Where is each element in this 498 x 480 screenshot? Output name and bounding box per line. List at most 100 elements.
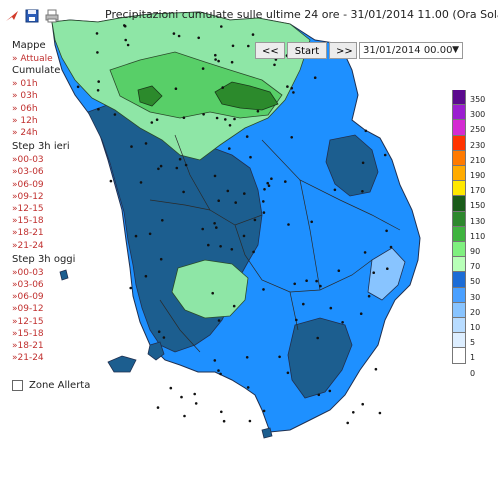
station-dot: [221, 86, 224, 89]
station-dot: [123, 24, 127, 28]
menu-item-step-oggi-2[interactable]: »06-09: [12, 292, 44, 303]
legend-swatch: [452, 333, 466, 349]
station-dot: [230, 248, 234, 251]
zone-allerta-toggle[interactable]: Zone Allerta: [12, 380, 90, 391]
legend-swatch: [452, 135, 466, 151]
station-dot: [211, 291, 214, 295]
station-dot: [262, 409, 266, 413]
menu-item-attuale[interactable]: » Attuale: [12, 54, 53, 64]
legend-label: 30: [470, 292, 481, 302]
station-dot: [361, 161, 365, 165]
menu-item-cumulate-0[interactable]: » 01h: [12, 79, 38, 90]
arrow-icon[interactable]: [4, 8, 20, 24]
station-dot: [266, 181, 270, 185]
menu-header-mappe: Mappe: [12, 40, 46, 51]
menu-item-step-oggi-4[interactable]: »12-15: [12, 316, 44, 327]
station-dot: [222, 419, 226, 423]
station-dot: [313, 76, 317, 79]
legend-swatch: [452, 242, 466, 258]
menu-item-step-ieri-6[interactable]: »18-21: [12, 228, 44, 239]
legend-label: 10: [470, 323, 481, 332]
legend-swatch: [452, 120, 466, 136]
station-dot: [242, 234, 246, 238]
station-dot: [219, 372, 222, 376]
station-dot: [76, 85, 80, 89]
legend-swatch: [452, 318, 466, 334]
station-dot: [315, 279, 318, 283]
menu-item-step-oggi-1[interactable]: »03-06: [12, 280, 44, 291]
menu-item-step-ieri-4[interactable]: »12-15: [12, 204, 44, 215]
legend-label: 90: [470, 247, 481, 256]
station-dot: [161, 219, 164, 222]
station-dot: [183, 414, 186, 418]
province-boundaries: [149, 134, 401, 353]
station-dot: [248, 419, 252, 423]
station-dot: [126, 43, 130, 47]
menu-item-step-oggi-0[interactable]: »00-03: [12, 267, 44, 278]
start-button[interactable]: Start: [287, 42, 327, 59]
station-dot: [234, 201, 237, 204]
page-title: Precipitazioni cumulate sulle ultime 24 …: [105, 8, 498, 21]
legend-label: 170: [470, 186, 486, 196]
station-dot: [386, 267, 389, 271]
legend-swatch: [452, 226, 466, 242]
next-button[interactable]: >>: [329, 42, 357, 59]
station-dot: [175, 166, 179, 170]
menu-item-step-ieri-2[interactable]: »06-09: [12, 179, 44, 190]
menu-item-step-oggi-5[interactable]: »15-18: [12, 328, 44, 339]
menu-item-step-ieri-3[interactable]: »09-12: [12, 191, 44, 202]
legend-swatch: [452, 105, 466, 121]
station-dot: [220, 25, 223, 28]
zone-allerta-checkbox[interactable]: [12, 380, 23, 391]
station-dot: [230, 60, 234, 64]
station-dot: [96, 51, 99, 54]
station-dot: [361, 402, 365, 406]
station-dot: [302, 302, 305, 306]
station-dot: [217, 199, 220, 202]
station-dot: [172, 32, 176, 35]
menu-item-cumulate-4[interactable]: » 24h: [12, 128, 38, 139]
menu-item-cumulate-2[interactable]: » 06h: [12, 103, 38, 114]
menu-item-step-ieri-1[interactable]: »03-06: [12, 167, 44, 178]
station-dot: [180, 395, 183, 399]
menu-item-step-ieri-0[interactable]: »00-03: [12, 155, 44, 166]
legend-label: 5: [470, 338, 476, 348]
station-dot: [214, 58, 217, 61]
station-dot: [169, 386, 173, 390]
date-select[interactable]: 31/01/2014 00.00 ▼: [359, 42, 463, 59]
station-dot: [215, 226, 218, 229]
save-icon[interactable]: [24, 8, 40, 24]
station-dot: [290, 86, 294, 90]
station-dot: [228, 147, 231, 150]
station-dot: [219, 245, 222, 248]
legend-label: 110: [470, 231, 486, 241]
station-dot: [129, 286, 132, 290]
menu-item-cumulate-3[interactable]: » 12h: [12, 115, 38, 126]
menu-item-step-oggi-7[interactable]: »21-24: [12, 353, 44, 364]
legend-swatch: [452, 211, 466, 227]
legend-swatch: [452, 196, 466, 212]
prev-button[interactable]: <<: [255, 42, 285, 59]
legend-label: 130: [470, 216, 486, 226]
menu-item-cumulate-1[interactable]: » 03h: [12, 91, 38, 102]
station-dot: [150, 121, 154, 124]
zone-110-130-a: [214, 81, 279, 111]
legend-label: 210: [470, 155, 486, 165]
station-dot: [249, 155, 252, 159]
station-dot: [364, 129, 368, 133]
station-dot: [262, 200, 265, 203]
print-icon[interactable]: [44, 8, 60, 24]
station-dot: [262, 288, 265, 291]
station-dot: [284, 180, 287, 183]
station-dot: [178, 157, 182, 161]
menu-item-step-oggi-6[interactable]: »18-21: [12, 341, 44, 352]
station-dot: [246, 386, 250, 389]
menu-item-step-ieri-5[interactable]: »15-18: [12, 216, 44, 227]
station-dot: [287, 223, 290, 226]
menu-item-step-oggi-3[interactable]: »09-12: [12, 304, 44, 315]
menu-item-step-ieri-7[interactable]: »21-24: [12, 240, 44, 251]
legend-label: 190: [470, 171, 486, 180]
island-small: [261, 427, 273, 439]
